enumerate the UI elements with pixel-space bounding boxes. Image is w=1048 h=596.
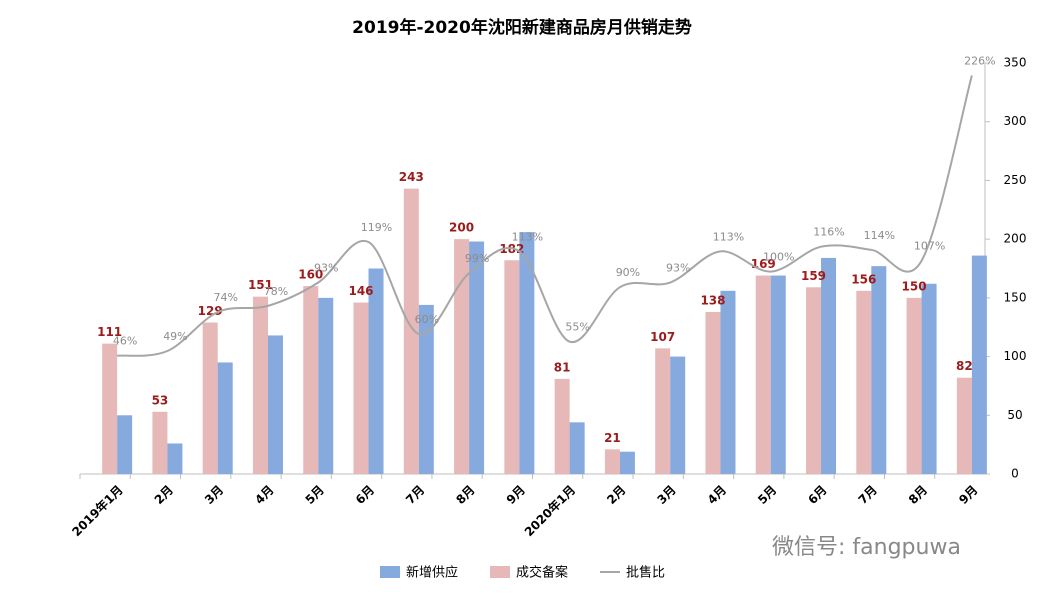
y-tick-label: 150 xyxy=(1004,290,1027,304)
line-label: 119% xyxy=(361,221,392,234)
bar xyxy=(670,356,686,474)
bar xyxy=(604,449,620,474)
value-label: 82 xyxy=(956,359,973,373)
value-label: 81 xyxy=(554,360,571,374)
bar xyxy=(821,257,837,474)
line-label: 226% xyxy=(964,54,995,67)
line-label: 60% xyxy=(415,313,439,326)
bar xyxy=(368,268,384,474)
bar xyxy=(569,422,585,474)
bar xyxy=(770,275,786,474)
bar xyxy=(454,239,470,474)
value-label: 243 xyxy=(399,170,424,184)
line-label: 99% xyxy=(465,252,489,265)
value-label: 111 xyxy=(97,325,122,339)
line-label: 100% xyxy=(763,251,794,264)
bar xyxy=(167,443,183,474)
y-tick-label: 50 xyxy=(1007,408,1022,422)
line-label: 55% xyxy=(565,321,589,334)
value-label: 129 xyxy=(198,304,223,318)
bar xyxy=(418,304,434,474)
bar xyxy=(655,348,671,474)
line xyxy=(117,75,973,357)
line-label: 114% xyxy=(864,229,895,242)
bar xyxy=(267,335,283,474)
bar xyxy=(856,290,872,474)
line-label: 90% xyxy=(616,266,640,279)
line-label: 93% xyxy=(666,262,690,275)
legend-swatch xyxy=(490,566,510,578)
bar xyxy=(956,377,972,474)
bar xyxy=(403,188,419,475)
line-label: 116% xyxy=(813,226,844,239)
value-label: 160 xyxy=(298,268,323,282)
bar xyxy=(519,232,535,474)
bar xyxy=(720,290,736,474)
value-label: 21 xyxy=(604,431,621,445)
line-label: 78% xyxy=(264,285,288,298)
bar xyxy=(971,255,987,474)
bar xyxy=(469,241,485,474)
bar xyxy=(504,260,520,474)
value-label: 159 xyxy=(801,269,826,283)
y-tick-label: 300 xyxy=(1004,114,1027,128)
bar xyxy=(353,302,369,474)
value-label: 156 xyxy=(851,272,876,286)
bar xyxy=(102,343,118,474)
value-label: 200 xyxy=(449,221,474,235)
value-label: 53 xyxy=(152,393,169,407)
bar xyxy=(806,287,822,474)
value-label: 138 xyxy=(700,293,725,307)
legend-swatch xyxy=(380,566,400,578)
bar xyxy=(705,311,721,474)
bar xyxy=(554,378,570,474)
line-label: 107% xyxy=(914,240,945,253)
value-label: 150 xyxy=(902,279,927,293)
legend-label: 成交备案 xyxy=(516,565,568,581)
line-label: 113% xyxy=(713,230,744,243)
chart-title: 2019年-2020年沈阳新建商品房月供销走势 xyxy=(352,17,692,38)
bar xyxy=(921,283,937,474)
value-label: 107 xyxy=(650,330,675,344)
watermark: 微信号: fangpuwa xyxy=(772,535,961,560)
line-label: 113% xyxy=(512,230,543,243)
bar xyxy=(152,411,168,474)
value-label: 146 xyxy=(348,284,373,298)
line-label: 93% xyxy=(314,262,338,275)
y-tick-label: 100 xyxy=(1004,349,1027,363)
legend-label: 新增供应 xyxy=(406,565,458,581)
y-tick-label: 350 xyxy=(1004,56,1027,70)
line-label: 46% xyxy=(113,335,137,348)
bar xyxy=(252,296,268,474)
y-tick-label: 250 xyxy=(1004,173,1027,187)
bar xyxy=(318,297,334,474)
bar xyxy=(303,286,319,474)
bar xyxy=(117,415,133,474)
bar xyxy=(906,297,922,474)
bar xyxy=(217,362,233,474)
legend-label: 批售比 xyxy=(626,565,665,581)
line-label: 74% xyxy=(213,291,237,304)
bar xyxy=(619,451,635,474)
bar xyxy=(202,322,218,474)
bar xyxy=(871,266,887,474)
line-label: 49% xyxy=(163,330,187,343)
y-tick-label: 0 xyxy=(1011,467,1019,481)
value-label: 151 xyxy=(248,278,273,292)
bar xyxy=(755,275,771,474)
y-tick-label: 200 xyxy=(1004,232,1027,246)
